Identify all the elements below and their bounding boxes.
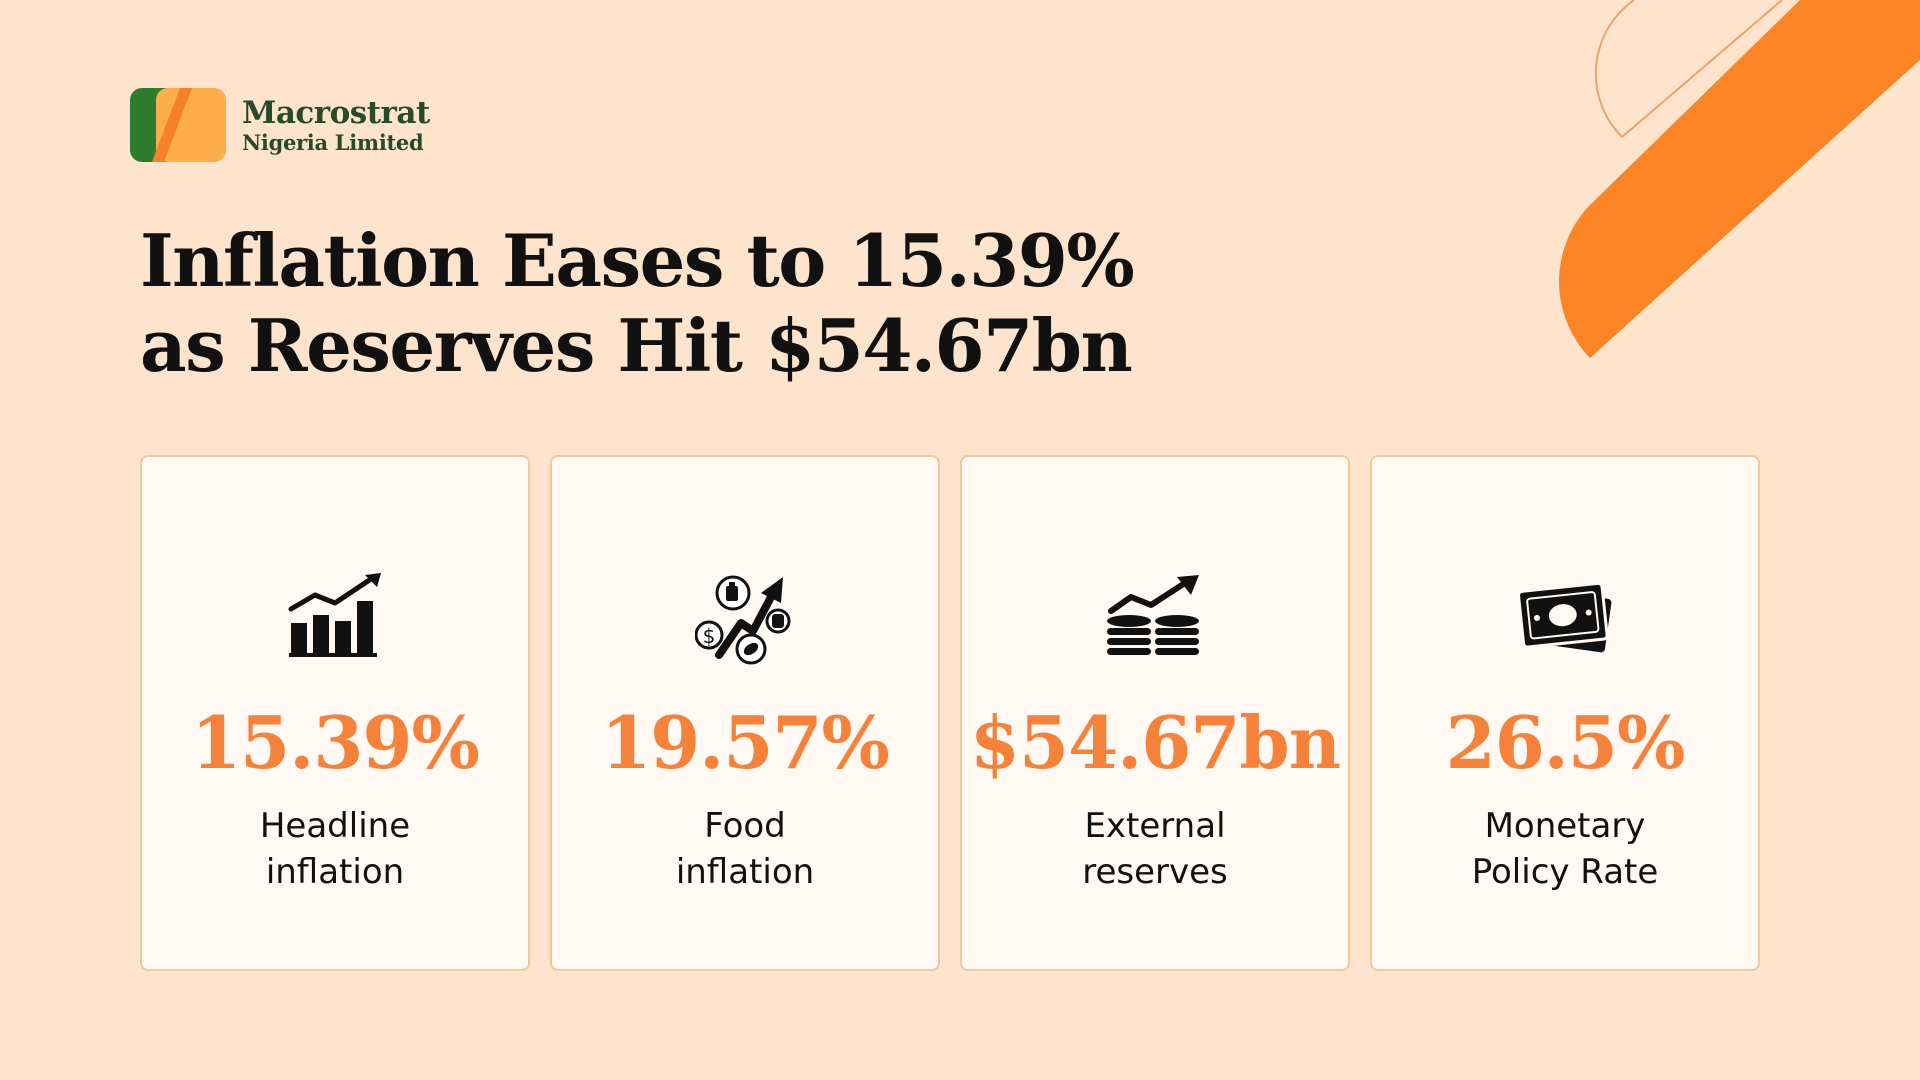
svg-text:$: $ (703, 624, 716, 648)
stat-value: 19.57% (601, 700, 890, 785)
stat-label-line-1: Headline (259, 806, 411, 846)
stat-label-line-2: reserves (1082, 852, 1228, 892)
stat-card-external-reserves: $54.67bn External reserves (960, 455, 1350, 971)
stat-label-line-1: External (1084, 806, 1226, 846)
stat-label: External reserves (1025, 803, 1285, 895)
stat-card-headline-inflation: 15.39% Headline inflation (140, 455, 530, 971)
food-price-increase-icon: $ (695, 575, 791, 665)
stat-value: 15.39% (191, 700, 480, 785)
logo-name: Macrostrat (242, 94, 430, 131)
stat-label-line-2: Policy Rate (1471, 852, 1659, 892)
stat-label: Headline inflation (205, 803, 465, 895)
logo-subtitle: Nigeria Limited (242, 129, 424, 155)
stat-label: Monetary Policy Rate (1435, 803, 1695, 895)
bar-chart-trend-icon (288, 573, 381, 657)
stat-value: 26.5% (1445, 700, 1686, 785)
stat-card-food-inflation: $ 19.57% Food inflation (550, 455, 940, 971)
stat-value: $54.67bn (969, 700, 1341, 785)
page-title-line-2: as Reserves Hit $54.67bn (140, 303, 1133, 388)
stat-card-monetary-policy-rate: 26.5% Monetary Policy Rate (1370, 455, 1760, 971)
banknotes-icon (1517, 581, 1612, 653)
page-title-line-1: Inflation Eases to 15.39% (140, 218, 1135, 303)
stat-cards: 15.39% Headline inflation $ 19.57% Food … (140, 455, 1760, 971)
stat-label-line-2: inflation (265, 852, 405, 892)
stat-label-line-1: Monetary (1484, 806, 1646, 846)
stat-label: Food inflation (615, 803, 875, 895)
stat-label-line-1: Food (704, 806, 786, 846)
page-title: Inflation Eases to 15.39% as Reserves Hi… (140, 218, 1160, 388)
company-logo: Macrostrat Nigeria Limited (130, 88, 430, 162)
coins-growth-icon (1107, 575, 1199, 655)
stat-label-line-2: inflation (675, 852, 815, 892)
logo-mark-icon (130, 88, 226, 162)
